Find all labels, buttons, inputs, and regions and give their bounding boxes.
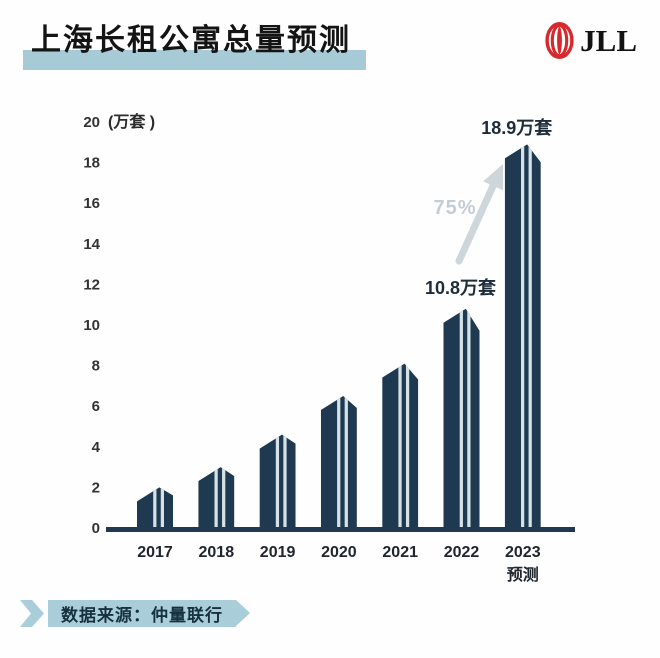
x-label-2021: 2021 [382, 544, 418, 561]
y-tick-6: 6 [92, 398, 100, 415]
y-tick-4: 4 [92, 439, 101, 456]
jll-logo: JLL [545, 22, 637, 59]
bar-window-stripe [283, 434, 287, 532]
x-label-forecast: 预测 [507, 565, 539, 584]
y-tick-18: 18 [83, 155, 100, 172]
bar-window-stripe [337, 396, 341, 532]
growth-arrow-head [483, 164, 504, 191]
y-tick-10: 10 [83, 317, 100, 334]
title-highlight-bar [23, 50, 366, 70]
bar-window-stripe [222, 467, 226, 532]
bar-window-stripe [405, 363, 410, 532]
x-label-2022: 2022 [444, 544, 480, 561]
x-label-2018: 2018 [199, 544, 235, 561]
chevron-right-icon [20, 600, 44, 627]
x-axis-line [106, 527, 575, 532]
x-label-2020: 2020 [321, 544, 357, 561]
x-label-2023: 2023 [505, 544, 541, 561]
page-title: 上海长租公寓总量预测 [31, 24, 351, 57]
source-banner: 数据来源：仲量联行 [20, 600, 250, 627]
source-text: 数据来源：仲量联行 [61, 606, 223, 625]
x-label-2019: 2019 [260, 544, 296, 561]
bar-2019 [259, 434, 296, 532]
bar-2017 [137, 487, 173, 532]
x-label-2017: 2017 [137, 544, 173, 561]
bar-window-stripe [528, 144, 532, 532]
bar-window-stripe [160, 487, 164, 532]
y-tick-2: 2 [92, 479, 100, 496]
source-band: 数据来源：仲量联行 [48, 600, 250, 627]
bar-window-stripe [467, 308, 471, 532]
bar-window-stripe [214, 467, 218, 532]
y-tick-14: 14 [83, 236, 100, 253]
bar-2018 [198, 467, 235, 532]
bar-window-stripe [344, 396, 348, 532]
value-label-2022: 10.8万套 [425, 277, 496, 298]
bar-window-stripe [275, 434, 280, 532]
growth-percent-label: 75% [433, 197, 476, 219]
bar-2023 [504, 144, 541, 532]
bar-window-stripe [153, 487, 157, 532]
y-tick-12: 12 [83, 276, 100, 293]
y-tick-20: 20 [83, 114, 100, 131]
bar-window-stripe [459, 308, 463, 532]
y-tick-8: 8 [92, 358, 100, 375]
jll-globe-icon [545, 22, 574, 59]
value-label-2023: 18.9万套 [481, 117, 552, 138]
y-axis-unit: (万套 ) [108, 112, 155, 131]
growth-arrow-shaft [455, 182, 497, 265]
y-tick-16: 16 [83, 195, 100, 212]
bar-2020 [320, 396, 357, 532]
bar-window-stripe [398, 363, 402, 532]
bar-window-stripe [521, 144, 525, 532]
bar-2021 [382, 363, 419, 532]
jll-logo-text: JLL [580, 23, 637, 58]
title-block: 上海长租公寓总量预测 [23, 24, 366, 70]
y-tick-0: 0 [92, 520, 100, 537]
bar-2022 [443, 308, 480, 532]
